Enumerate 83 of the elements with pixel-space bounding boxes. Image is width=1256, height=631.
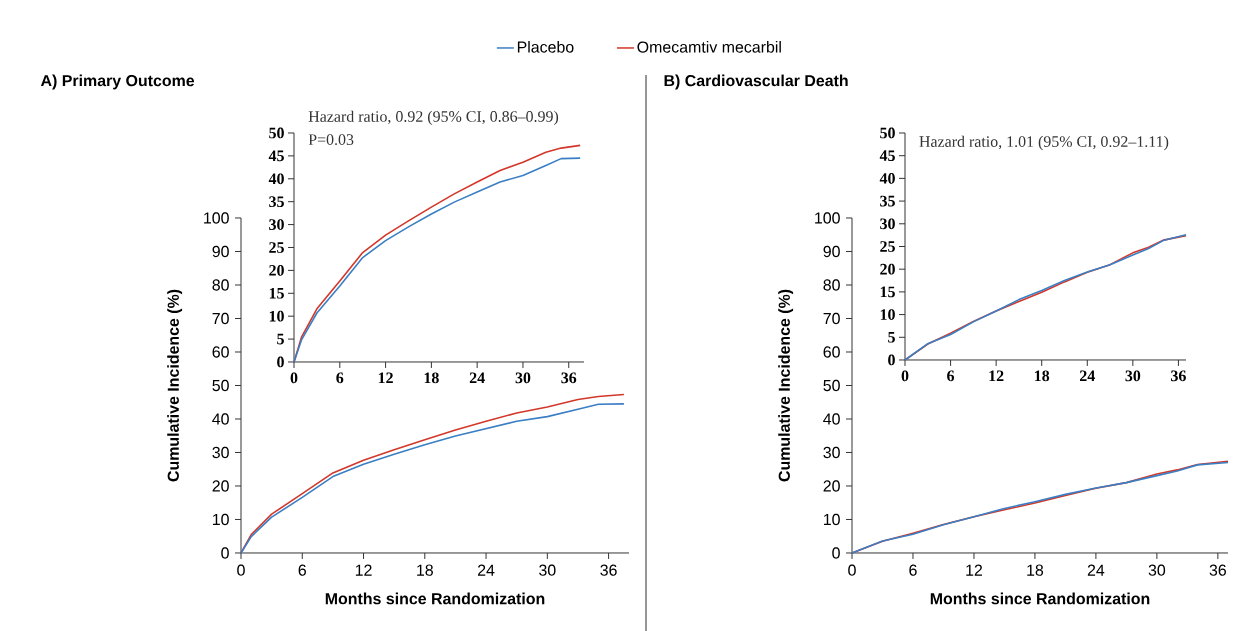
y-tick-label: 10 <box>269 310 284 322</box>
y-tick-label: 40 <box>879 173 895 184</box>
y-tick-label: 80 <box>823 279 840 291</box>
y-tick-label: 90 <box>823 245 840 258</box>
x-tick-label: 0 <box>848 564 856 576</box>
x-tick-label: 12 <box>378 372 393 384</box>
annotation: Hazard ratio, 1.01 (95% CI, 0.92–1.11) <box>919 135 1169 151</box>
y-tick-label: 70 <box>823 312 840 325</box>
y-tick-label: 30 <box>212 446 229 459</box>
y-tick-label: 35 <box>880 195 895 207</box>
x-tick-label: 36 <box>600 564 617 576</box>
y-tick-label: 25 <box>269 242 284 253</box>
x-tick-label: 12 <box>355 564 372 576</box>
y-tick-label: 20 <box>212 480 229 492</box>
y-tick-label: 25 <box>880 241 895 252</box>
y-tick-label: 10 <box>880 309 895 320</box>
y-axis-title: Cumulative Incidence (%) <box>778 289 794 482</box>
y-tick-label: 30 <box>823 446 840 459</box>
x-tick-label: 6 <box>336 372 344 384</box>
x-tick-label: 24 <box>469 372 485 384</box>
x-tick-label: 30 <box>539 564 556 576</box>
y-tick-label: 40 <box>212 413 229 425</box>
x-tick-label: 24 <box>477 564 495 576</box>
y-tick-label: 40 <box>268 173 284 185</box>
y-tick-label: 50 <box>269 127 284 139</box>
y-tick-label: 70 <box>212 312 229 325</box>
y-tick-label: 0 <box>221 547 229 559</box>
x-tick-label: 6 <box>909 564 917 576</box>
x-tick-label: 6 <box>947 370 955 382</box>
y-tick-label: 35 <box>269 196 284 208</box>
legend-label: Placebo <box>517 41 574 53</box>
y-tick-label: 60 <box>212 346 229 358</box>
x-tick-label: 0 <box>901 370 909 382</box>
y-tick-label: 40 <box>823 413 840 425</box>
y-tick-label: 0 <box>888 354 895 366</box>
y-tick-label: 45 <box>879 150 895 162</box>
y-tick-label: 20 <box>823 480 840 492</box>
y-tick-label: 10 <box>212 513 229 526</box>
x-tick-label: 12 <box>989 370 1004 382</box>
x-tick-label: 18 <box>1035 370 1050 382</box>
x-axis-title: Months since Randomization <box>325 592 545 605</box>
y-tick-label: 50 <box>823 379 840 392</box>
y-tick-label: 5 <box>277 333 284 345</box>
y-tick-label: 50 <box>212 379 229 392</box>
y-tick-label: 30 <box>269 219 284 230</box>
x-axis-title: Months since Randomization <box>930 592 1150 605</box>
y-tick-label: 20 <box>880 263 895 275</box>
x-tick-label: 36 <box>561 372 577 384</box>
y-tick-label: 45 <box>268 150 284 162</box>
x-tick-label: 36 <box>1171 370 1186 382</box>
legend-label: Omecamtiv mecarbil <box>637 41 781 53</box>
y-tick-label: 100 <box>204 212 229 224</box>
y-tick-label: 10 <box>823 513 840 526</box>
y-tick-label: 50 <box>880 127 895 139</box>
y-tick-label: 15 <box>269 287 284 299</box>
x-tick-label: 24 <box>1087 564 1105 576</box>
y-tick-label: 60 <box>823 346 840 358</box>
x-tick-label: 30 <box>1148 564 1166 576</box>
annotation: P=0.03 <box>308 134 354 146</box>
y-tick-label: 20 <box>269 265 284 276</box>
x-tick-label: 30 <box>515 372 531 384</box>
chart-title: B) Cardiovascular Death <box>664 74 848 90</box>
x-tick-label: 30 <box>1125 370 1141 382</box>
text: Hazard ratio, 0.92 (95% CI, 0.86–0.99) <box>308 110 559 126</box>
y-tick-label: 90 <box>212 245 229 258</box>
x-tick-label: 12 <box>966 564 983 576</box>
x-tick-label: 18 <box>424 372 439 384</box>
y-tick-label: 5 <box>888 331 895 343</box>
x-tick-label: 18 <box>417 564 433 576</box>
y-tick-label: 0 <box>832 547 840 559</box>
y-tick-label: 100 <box>815 212 840 224</box>
x-tick-label: 6 <box>298 564 306 576</box>
chart-title: A) Primary Outcome <box>40 74 195 90</box>
x-tick-label: 18 <box>1027 564 1044 576</box>
y-axis-title: Cumulative Incidence (%) <box>167 289 183 482</box>
y-tick-label: 15 <box>880 286 895 298</box>
y-tick-label: 30 <box>880 218 895 230</box>
y-tick-label: 80 <box>212 279 229 291</box>
x-tick-label: 24 <box>1079 370 1095 382</box>
x-tick-label: 36 <box>1209 564 1226 576</box>
x-tick-label: 0 <box>290 372 298 384</box>
x-tick-label: 0 <box>237 564 245 576</box>
y-tick-label: 0 <box>277 356 284 368</box>
